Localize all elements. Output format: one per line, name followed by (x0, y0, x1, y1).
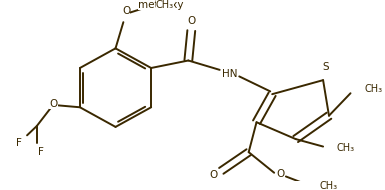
Text: CH₃: CH₃ (364, 85, 382, 94)
Text: O: O (209, 170, 218, 180)
Text: CH₃: CH₃ (319, 181, 337, 190)
Text: F: F (38, 147, 44, 157)
Text: S: S (323, 62, 329, 72)
Text: F: F (16, 138, 22, 148)
Text: O: O (49, 99, 58, 109)
Text: CH₃: CH₃ (337, 143, 355, 153)
Text: HN: HN (222, 69, 237, 79)
Text: O: O (276, 169, 284, 179)
Text: O: O (187, 16, 196, 26)
Text: O: O (122, 6, 131, 16)
Text: methoxy: methoxy (138, 0, 183, 10)
Text: CH₃: CH₃ (156, 0, 174, 10)
